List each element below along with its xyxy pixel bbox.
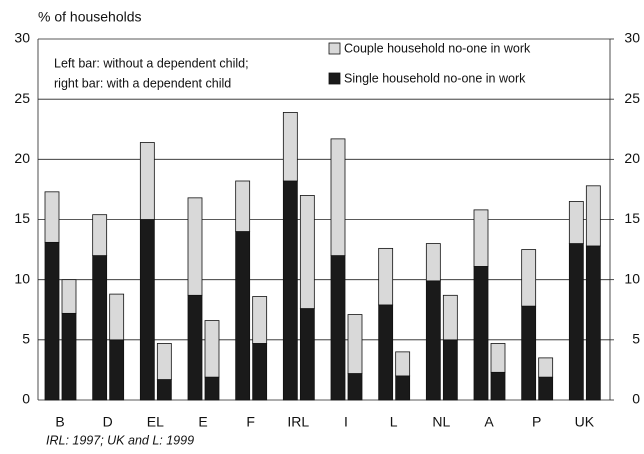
y-tick-label: 10 [14, 270, 30, 286]
bar-segment [204, 320, 220, 378]
bar-segment [395, 375, 411, 401]
x-tick-label: A [484, 414, 494, 430]
x-tick-label: F [246, 414, 255, 430]
x-tick-label: I [344, 414, 348, 430]
bar-segment [204, 376, 220, 401]
bar-segment [568, 201, 584, 244]
y2-tick-label: 30 [624, 30, 640, 46]
bar-segment [252, 343, 268, 401]
legend-label: Single household no-one in work [344, 71, 526, 85]
bar-segment [521, 249, 537, 307]
bar-segment [378, 247, 394, 306]
y2-tick-label: 10 [624, 270, 640, 286]
bar-segment [187, 294, 203, 401]
bar-segment [44, 191, 60, 243]
legend-swatch [328, 42, 341, 55]
annotation: right bar: with a dependent child [54, 76, 231, 90]
bar-segment [235, 180, 251, 232]
bar-segment [156, 379, 172, 401]
legend-swatch [328, 72, 341, 85]
x-tick-label: E [198, 414, 207, 430]
y-tick-label: 20 [14, 150, 30, 166]
bar-segment [156, 343, 172, 380]
y2-tick-label: 15 [624, 210, 640, 226]
y-tick-label: 30 [14, 30, 30, 46]
bar-segment [330, 255, 346, 401]
bar-segment [538, 357, 554, 378]
bar-segment [538, 376, 554, 401]
x-tick-label: IRL [287, 414, 309, 430]
bar-segment [139, 142, 155, 220]
x-tick-label: EL [147, 414, 164, 430]
bar-segment [395, 351, 411, 377]
annotation: Left bar: without a dependent child; [54, 56, 249, 70]
y-tick-label: 5 [22, 331, 30, 347]
bar-segment [347, 314, 363, 374]
y2-tick-label: 25 [624, 90, 640, 106]
bar-segment [61, 279, 77, 314]
bar-segment [92, 214, 108, 256]
bar-segment [44, 241, 60, 401]
bar-segment [299, 308, 315, 401]
bar-segment [282, 180, 298, 401]
bar-segment [568, 243, 584, 401]
bar-segment [490, 343, 506, 373]
footnote: IRL: 1997; UK and L: 1999 [46, 433, 194, 447]
y2-tick-label: 0 [632, 391, 640, 407]
bar-segment [442, 339, 458, 401]
bar-segment [521, 305, 537, 401]
y2-tick-label: 20 [624, 150, 640, 166]
bar-segment [490, 371, 506, 401]
bar-segment [235, 231, 251, 401]
x-tick-label: L [390, 414, 398, 430]
x-tick-label: UK [575, 414, 595, 430]
bar-segment [347, 373, 363, 401]
y-tick-label: 25 [14, 90, 30, 106]
bar-segment [187, 197, 203, 296]
bar-segment [330, 138, 346, 256]
bar-segment [473, 266, 489, 401]
bar-segment [61, 312, 77, 401]
y-axis-label: % of households [38, 9, 142, 25]
bar-segment [109, 293, 125, 341]
bar-segment [442, 294, 458, 341]
legend-label: Couple household no-one in work [344, 41, 531, 55]
bar-segment [252, 296, 268, 344]
bar-segment [282, 112, 298, 182]
bar-segment [473, 209, 489, 267]
x-tick-label: P [532, 414, 541, 430]
bar-segment [109, 339, 125, 401]
bar-segment [299, 195, 315, 309]
bar-segment [92, 255, 108, 401]
x-tick-label: NL [432, 414, 450, 430]
bar-segment [425, 243, 441, 282]
bar-segment [425, 280, 441, 401]
y-tick-label: 15 [14, 210, 30, 226]
bar-segment [378, 304, 394, 401]
bar-segment [139, 219, 155, 401]
y-tick-label: 0 [22, 391, 30, 407]
x-tick-label: D [103, 414, 113, 430]
x-tick-label: B [55, 414, 64, 430]
bar-segment [585, 245, 601, 401]
y2-tick-label: 5 [632, 331, 640, 347]
bar-segment [585, 185, 601, 247]
